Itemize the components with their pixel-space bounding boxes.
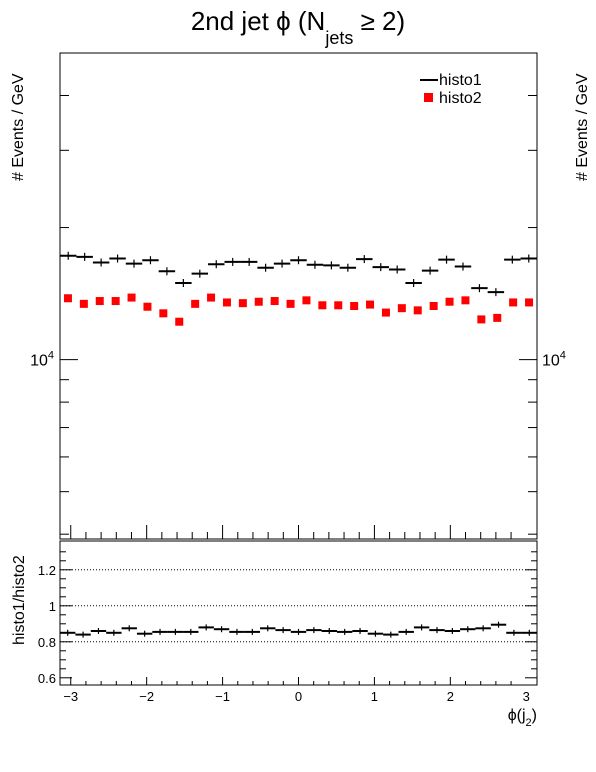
- histo2-point: [270, 297, 279, 306]
- title-subscript: jets: [324, 28, 353, 48]
- histo2-point: [334, 301, 343, 310]
- upper-axis-ticks: [60, 95, 537, 539]
- histo2-series: [63, 293, 534, 326]
- lower-y-tick-label: 1.2: [38, 563, 56, 578]
- histo2-point: [509, 298, 518, 307]
- ratio-series: [60, 621, 537, 638]
- lower-y-tick-label: 1: [49, 599, 56, 614]
- histo2-point: [302, 296, 311, 305]
- x-tick-label: 2: [447, 689, 454, 704]
- chart-title: 2nd jet ϕ (Njets ≥ 2): [191, 6, 405, 48]
- legend-histo2-marker: [424, 93, 433, 102]
- histo2-point: [366, 300, 375, 309]
- histo2-point: [63, 294, 72, 303]
- histo2-point: [159, 309, 168, 318]
- histo2-point: [143, 302, 152, 311]
- histo2-point: [175, 317, 184, 326]
- x-tick-label: 1: [371, 689, 378, 704]
- legend: histo1 histo2: [417, 66, 497, 108]
- x-axis-label: ϕ(j2): [508, 707, 537, 729]
- histo2-point: [127, 293, 136, 302]
- histo1-series: [60, 251, 537, 297]
- histo2-point: [525, 298, 534, 307]
- histo2-point: [222, 298, 231, 307]
- upper-y-axis-label-right: # Events / GeV: [574, 73, 591, 181]
- histo2-point: [350, 302, 359, 311]
- histo2-point: [238, 299, 247, 308]
- histo2-point: [111, 297, 120, 306]
- upper-y-axis-label: # Events / GeV: [10, 73, 27, 181]
- title-prefix: 2nd jet ϕ (N: [191, 6, 326, 36]
- upper-y-tick-label-right: 104: [542, 350, 566, 370]
- title-suffix: ≥ 2): [353, 6, 405, 36]
- upper-y-tick-label: 104: [30, 350, 54, 370]
- histo2-point: [381, 308, 390, 317]
- histo2-point: [445, 297, 454, 306]
- x-tick-label: 3: [523, 689, 530, 704]
- lower-axis-ticks: −3 −2 −1 0 1 2 3 0.6 0.8 1 1.2: [38, 551, 537, 704]
- histo2-point: [429, 302, 438, 311]
- histo2-point: [397, 304, 406, 313]
- x-tick-label: −2: [139, 689, 154, 704]
- lower-y-tick-label: 0.8: [38, 635, 56, 650]
- histo2-point: [207, 293, 216, 302]
- lower-y-tick-label: 0.6: [38, 671, 56, 686]
- histo2-point: [191, 299, 200, 308]
- histo2-point: [318, 301, 327, 310]
- histo2-point: [413, 306, 422, 315]
- histo2-point: [79, 299, 88, 308]
- histo2-point: [493, 313, 502, 322]
- x-tick-label: −3: [63, 689, 78, 704]
- x-tick-label: −1: [215, 689, 230, 704]
- histo2-point: [254, 297, 263, 306]
- lower-y-axis-label: histo1/histo2: [11, 555, 28, 645]
- x-tick-label: 0: [295, 689, 302, 704]
- histo2-point: [461, 296, 470, 305]
- legend-histo1-label: histo1: [439, 72, 482, 89]
- histo2-point: [286, 299, 295, 308]
- histo2-point: [477, 315, 486, 324]
- legend-histo2-label: histo2: [439, 90, 482, 107]
- histo2-point: [95, 297, 104, 306]
